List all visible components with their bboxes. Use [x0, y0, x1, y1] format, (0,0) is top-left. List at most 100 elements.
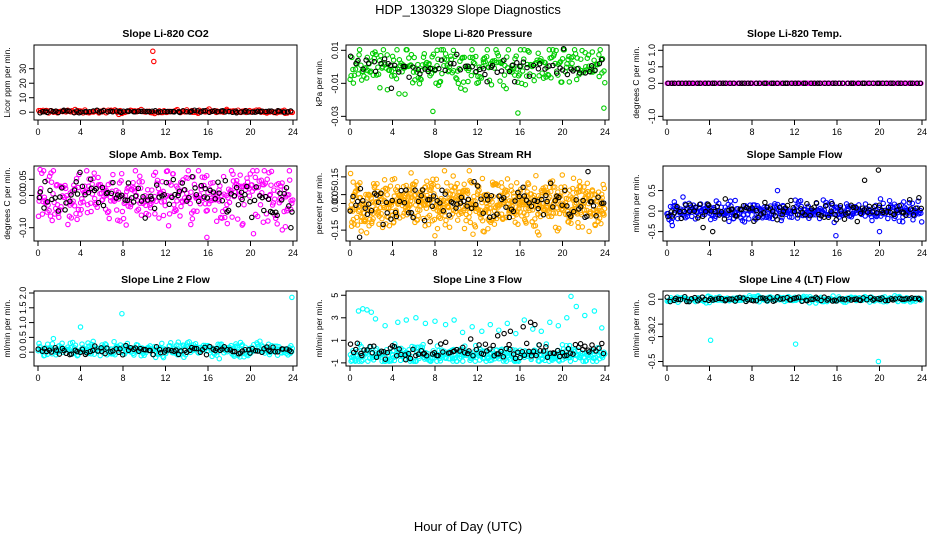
data-point [720, 80, 726, 87]
data-point [236, 188, 242, 195]
series-raw [664, 187, 925, 239]
data-point [267, 348, 273, 355]
data-point [210, 189, 217, 195]
data-point [437, 200, 443, 206]
data-point [524, 64, 530, 71]
data-point [48, 179, 55, 185]
data-point [202, 200, 209, 207]
data-point [87, 200, 94, 206]
data-point [221, 344, 228, 350]
x-tick-label: 20 [874, 127, 884, 137]
data-point [508, 183, 514, 189]
data-point [206, 200, 212, 207]
data-point [550, 62, 556, 69]
x-tick-label: 0 [347, 373, 352, 383]
data-point [68, 351, 75, 357]
data-point [854, 218, 861, 225]
data-point [164, 108, 171, 115]
data-point [821, 80, 828, 87]
data-point [413, 178, 419, 185]
data-point [408, 51, 415, 58]
chart-panel-6: Slope Sample Flow 0 4 8 12 16 20 24 -0.5 0.0 0.5 ml… [631, 149, 927, 258]
y-tick-label: 0.5 [18, 331, 28, 344]
data-point [206, 109, 213, 116]
data-point [515, 221, 521, 228]
data-point [669, 80, 675, 87]
data-point [472, 224, 479, 230]
data-point [596, 207, 602, 214]
data-point [156, 194, 162, 200]
data-point [763, 80, 769, 87]
data-point [364, 54, 371, 61]
data-point [99, 184, 106, 191]
data-point [718, 209, 725, 215]
data-point [386, 222, 393, 229]
data-point [739, 80, 745, 87]
data-point [427, 338, 433, 345]
data-point [681, 208, 688, 215]
data-point [829, 200, 835, 207]
data-point [741, 80, 748, 87]
data-point [877, 196, 884, 202]
y-tick-label: 0.00 [330, 195, 340, 213]
data-point [281, 208, 287, 215]
data-point [779, 214, 785, 221]
data-point [279, 227, 286, 233]
data-point [199, 174, 205, 180]
data-point [363, 230, 370, 236]
x-tick-label: 8 [120, 127, 125, 137]
data-point [826, 211, 833, 217]
data-point [169, 194, 175, 201]
data-point [473, 201, 479, 208]
data-point [100, 202, 107, 209]
y-tick-label: -1 [330, 359, 340, 367]
data-point [130, 199, 137, 205]
data-point [91, 170, 97, 176]
data-point [272, 212, 278, 219]
data-point [811, 80, 818, 87]
data-point [731, 80, 737, 87]
data-point [162, 108, 168, 115]
data-point [357, 185, 364, 192]
data-point [753, 80, 760, 87]
data-point [356, 207, 363, 213]
data-point [517, 63, 523, 70]
data-point [269, 343, 275, 349]
data-point [762, 199, 768, 206]
data-point [50, 335, 57, 342]
data-point [471, 178, 477, 185]
data-point [479, 217, 486, 224]
data-point [722, 196, 729, 202]
data-point [191, 345, 198, 352]
data-point [411, 182, 418, 188]
data-point [473, 53, 479, 60]
data-point [836, 80, 842, 87]
data-point [363, 75, 370, 81]
y-tick-label: 0 [18, 110, 28, 115]
data-point [64, 108, 70, 114]
data-point [598, 191, 605, 198]
data-point [804, 200, 810, 207]
data-point [50, 108, 56, 115]
y-tick-label: -0.5 [647, 354, 657, 370]
data-point [421, 51, 428, 57]
data-point [171, 202, 177, 208]
data-point [766, 215, 773, 221]
data-point [166, 211, 173, 217]
data-point [37, 189, 44, 195]
x-tick-label: 16 [832, 127, 842, 137]
data-point [569, 60, 575, 67]
data-point [54, 181, 60, 188]
data-point [347, 208, 353, 214]
x-tick-label: 4 [78, 373, 83, 383]
data-point [440, 47, 447, 53]
data-point [576, 178, 583, 185]
data-point [188, 221, 194, 228]
data-point [422, 183, 429, 190]
data-point [746, 205, 752, 212]
data-point [150, 351, 156, 358]
data-point [837, 202, 844, 209]
data-point [784, 202, 791, 209]
data-point [175, 339, 182, 345]
data-point [218, 341, 225, 347]
